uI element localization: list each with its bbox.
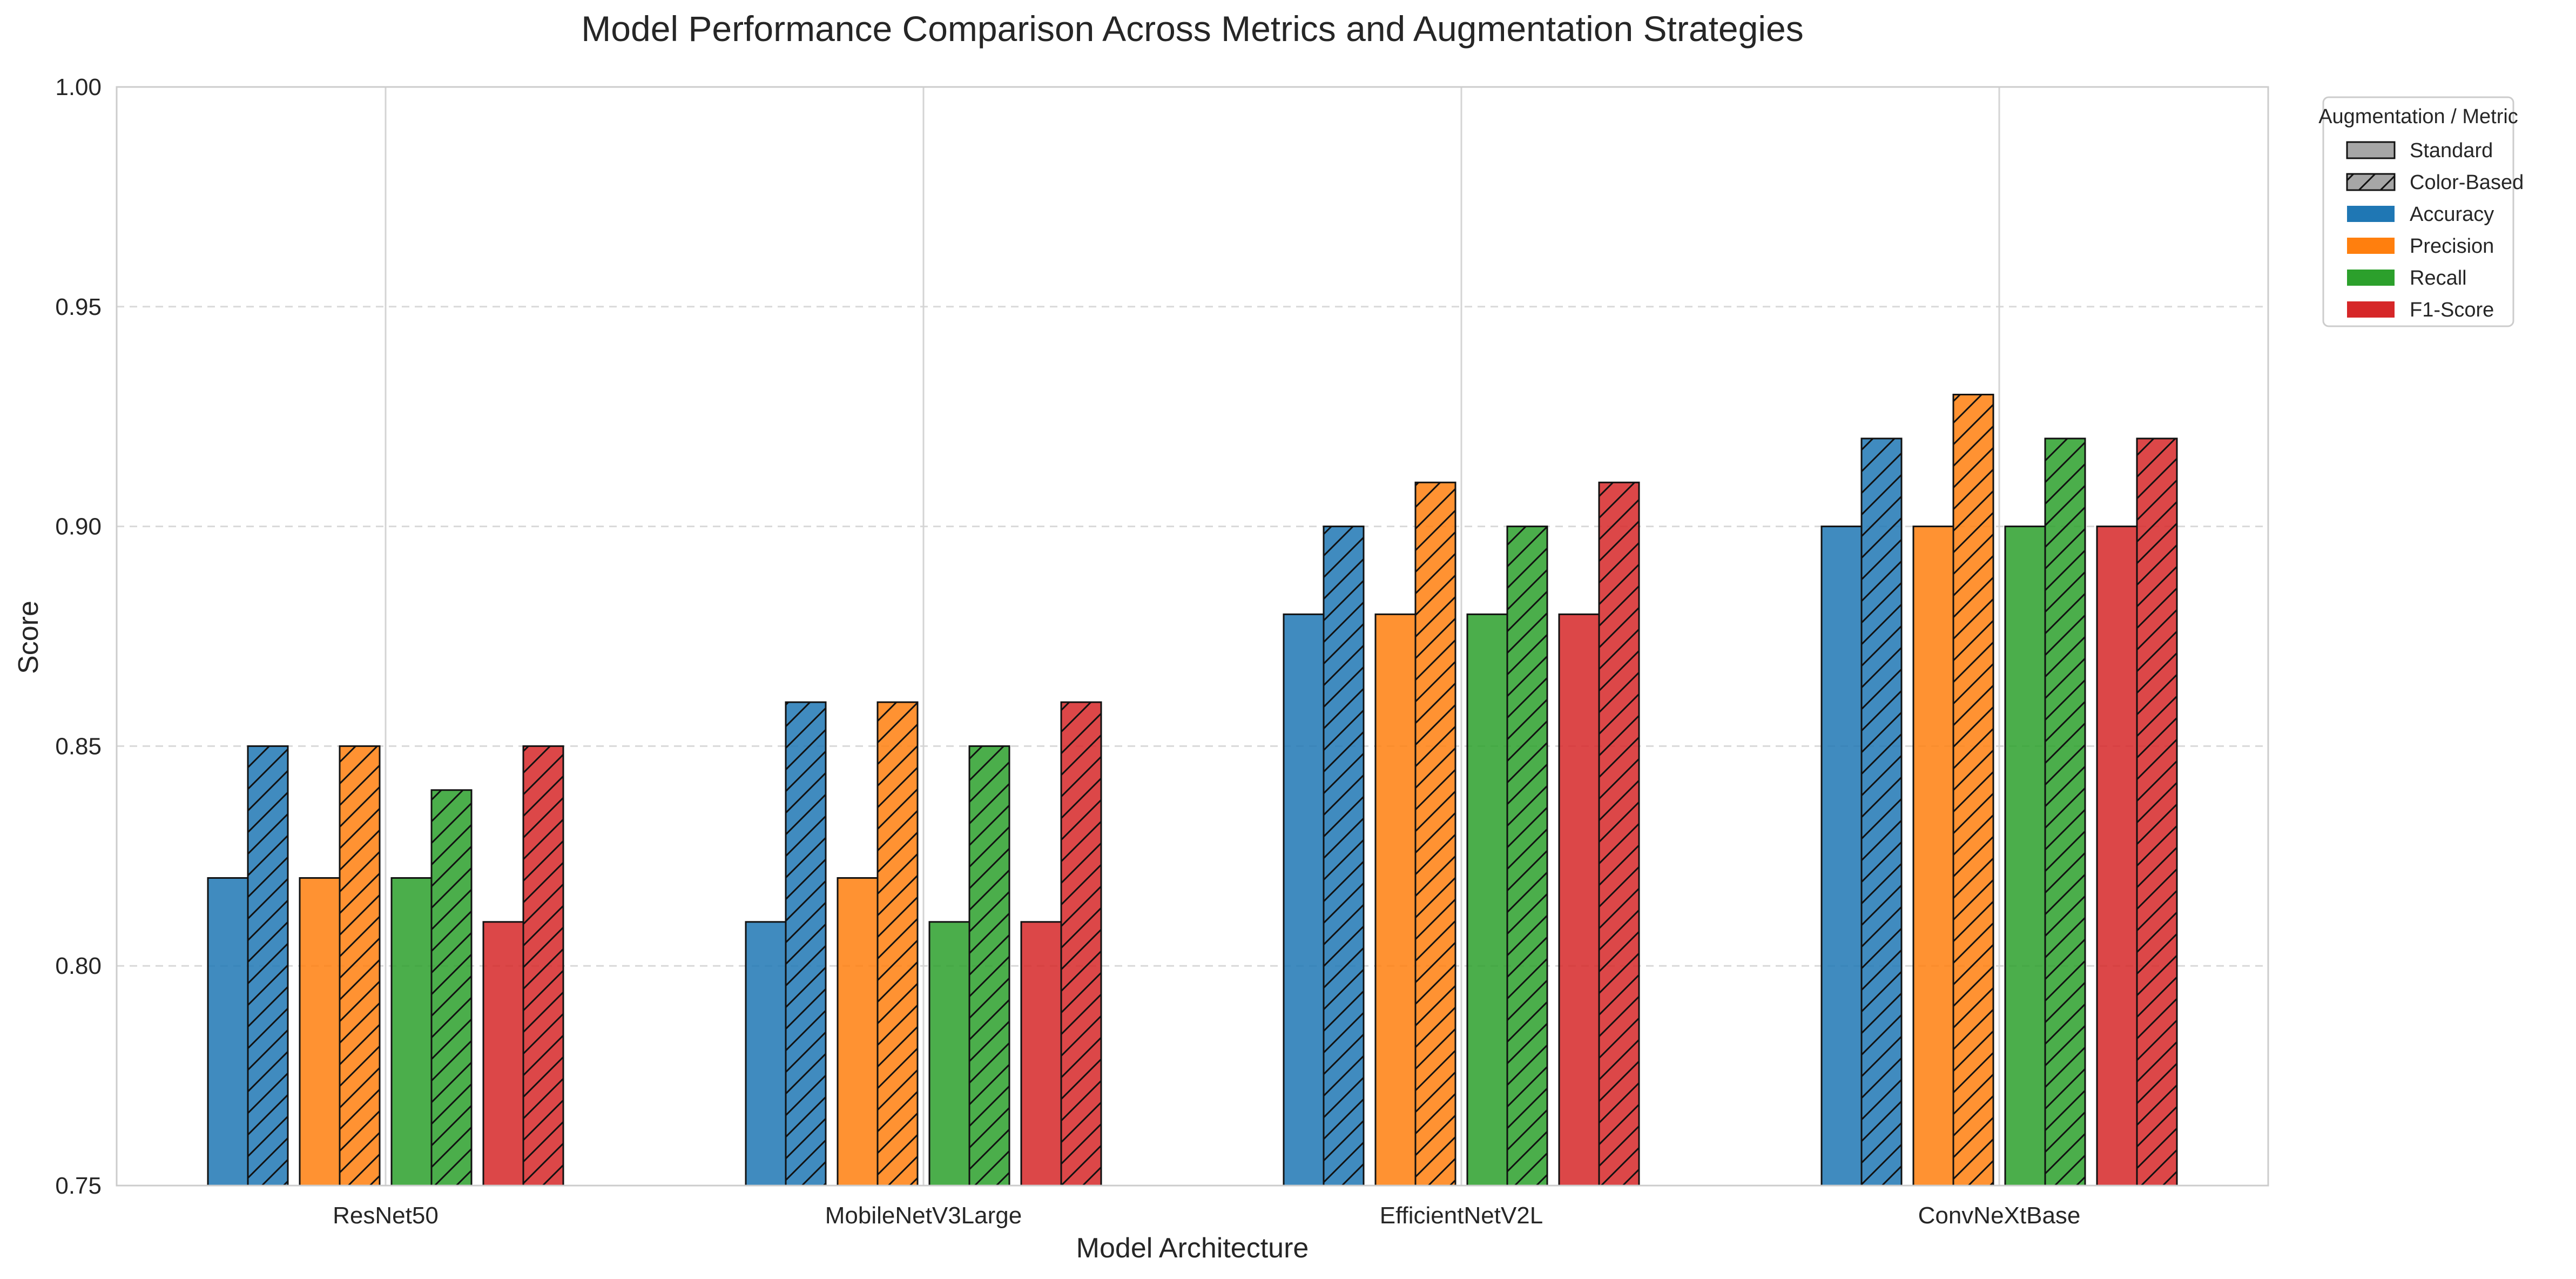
- bar-color-based-hatch: [1506, 526, 1548, 1187]
- legend-swatch-recall: [2347, 270, 2395, 286]
- bar-standard-recall: [1466, 613, 1508, 1187]
- x-axis-label: Model Architecture: [1076, 1233, 1309, 1264]
- bar-color-based-hatch: [1060, 701, 1102, 1187]
- chart-title: Model Performance Comparison Across Metr…: [581, 9, 1803, 49]
- bar-color-based-hatch: [1952, 394, 1994, 1187]
- y-tick-label: 0.85: [55, 733, 102, 759]
- bar-color-based-hatch: [968, 745, 1010, 1187]
- plot-border: [116, 86, 2269, 1187]
- y-tick-label: 0.95: [55, 294, 102, 320]
- bar-color-based-hatch: [1414, 481, 1456, 1187]
- bars: [116, 86, 2269, 1187]
- plot-frame: [116, 86, 2269, 1187]
- bar-standard-precision: [1912, 526, 1954, 1187]
- y-tick-label: 0.90: [55, 514, 102, 540]
- bar-color-based-hatch: [430, 789, 473, 1187]
- bar-color-based-hatch: [2136, 437, 2178, 1187]
- legend-swatch-f1-score: [2347, 301, 2395, 318]
- bar-standard-f1-score: [1558, 613, 1600, 1187]
- bar-standard-recall: [928, 921, 970, 1187]
- legend-swatch-hatch: [2346, 173, 2396, 191]
- bar-standard-accuracy: [745, 921, 787, 1187]
- bar-color-based-hatch: [339, 745, 381, 1187]
- grid-lines: [116, 86, 2269, 1187]
- x-tick-label: MobileNetV3Large: [825, 1202, 1022, 1229]
- legend-swatch-standard: [2346, 141, 2396, 159]
- bar-standard-f1-score: [482, 921, 524, 1187]
- bar-color-based-hatch: [1598, 481, 1640, 1187]
- bar-color-based-hatch: [522, 745, 564, 1187]
- y-tick-label: 0.80: [55, 953, 102, 979]
- bar-standard-precision: [299, 877, 341, 1187]
- y-tick-label: 1.00: [55, 74, 102, 100]
- bar-color-based-hatch: [876, 701, 919, 1187]
- legend-label: Recall: [2410, 267, 2467, 290]
- bar-color-based-hatch: [247, 745, 289, 1187]
- bar-standard-f1-score: [2096, 526, 2138, 1187]
- legend: Augmentation / Metric Standard Color-Based…: [2318, 96, 2524, 327]
- bar-standard-recall: [2004, 526, 2046, 1187]
- bar-color-based-hatch: [1860, 437, 1903, 1187]
- legend-label: Accuracy: [2410, 203, 2494, 226]
- bar-standard-precision: [1374, 613, 1417, 1187]
- bar-standard-accuracy: [1283, 613, 1325, 1187]
- bar-standard-accuracy: [1820, 526, 1863, 1187]
- bar-color-based-hatch: [1323, 526, 1365, 1187]
- bar-color-based-hatch: [785, 701, 827, 1187]
- bar-standard-accuracy: [207, 877, 249, 1187]
- y-axis-label: Score: [13, 601, 44, 674]
- legend-label: Precision: [2410, 235, 2494, 258]
- x-tick-label: EfficientNetV2L: [1380, 1202, 1543, 1229]
- bar-color-based-hatch: [2044, 437, 2086, 1187]
- x-tick-label: ResNet50: [333, 1202, 439, 1229]
- legend-label: F1-Score: [2410, 299, 2494, 321]
- legend-swatch-precision: [2347, 238, 2395, 254]
- legend-title: Augmentation / Metric: [2318, 105, 2518, 128]
- bar-standard-recall: [390, 877, 433, 1187]
- y-tick-label: 0.75: [55, 1173, 102, 1199]
- legend-swatch-accuracy: [2347, 206, 2395, 222]
- bar-standard-precision: [837, 877, 879, 1187]
- legend-label: Standard: [2410, 139, 2493, 162]
- bar-standard-f1-score: [1020, 921, 1062, 1187]
- legend-label: Color-Based: [2410, 171, 2524, 194]
- tick-labels: 0.75 0.80 0.85 0.90 0.95 1.00 ResNet50 MobileNe…: [55, 74, 2080, 1229]
- x-tick-label: ConvNeXtBase: [1918, 1202, 2081, 1229]
